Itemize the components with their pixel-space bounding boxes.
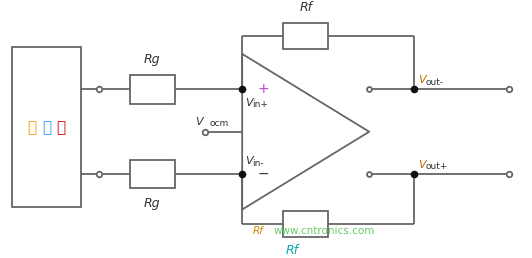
Bar bbox=[283, 23, 328, 50]
Text: 信: 信 bbox=[27, 120, 36, 135]
Text: in-: in- bbox=[252, 159, 263, 168]
Text: 源: 源 bbox=[56, 120, 66, 135]
Text: +: + bbox=[257, 83, 269, 96]
Text: −: − bbox=[257, 167, 269, 181]
Bar bbox=[130, 75, 174, 104]
Text: out+: out+ bbox=[426, 162, 448, 171]
Text: 号: 号 bbox=[42, 120, 51, 135]
Text: Rf: Rf bbox=[286, 244, 299, 257]
Text: Rg: Rg bbox=[144, 197, 161, 210]
Text: V: V bbox=[245, 156, 253, 166]
Text: in+: in+ bbox=[252, 100, 268, 109]
Bar bbox=[130, 159, 174, 188]
Text: V: V bbox=[418, 159, 426, 170]
Bar bbox=[12, 47, 81, 207]
Text: V: V bbox=[418, 75, 426, 85]
Text: Rf: Rf bbox=[299, 1, 312, 14]
Text: V: V bbox=[195, 117, 203, 127]
Text: ocm: ocm bbox=[210, 119, 229, 128]
Text: Rg: Rg bbox=[144, 53, 161, 66]
Text: V: V bbox=[245, 98, 253, 108]
Bar bbox=[283, 211, 328, 237]
Text: Rf: Rf bbox=[253, 226, 264, 236]
Text: www.cntronics.com: www.cntronics.com bbox=[274, 226, 375, 236]
Text: out-: out- bbox=[426, 78, 444, 87]
